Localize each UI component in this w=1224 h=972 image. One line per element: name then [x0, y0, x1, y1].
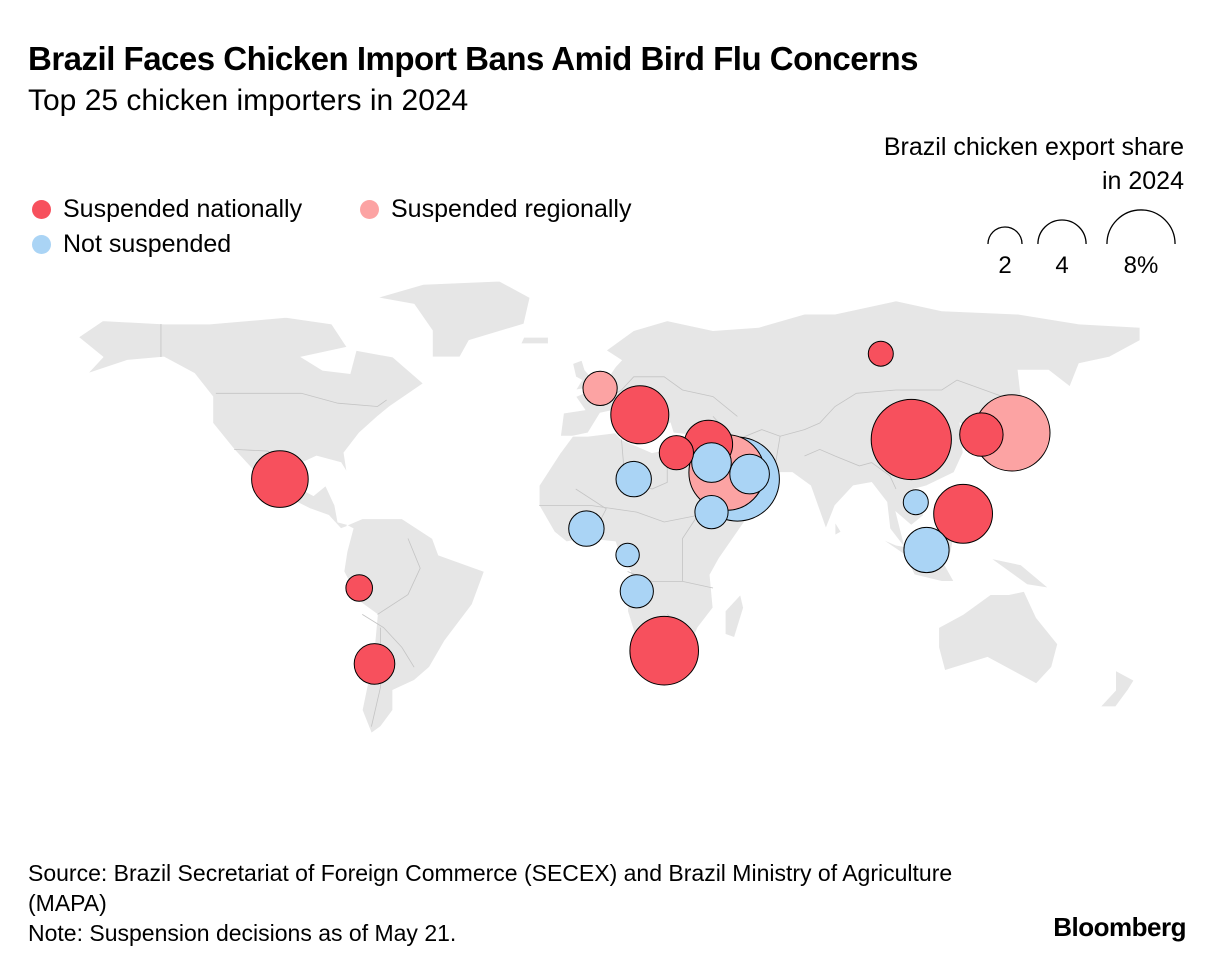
country-border-line — [682, 515, 699, 582]
country-border-line — [539, 505, 698, 523]
land-new-zealand — [1099, 669, 1135, 708]
size-legend-arc-4 — [1037, 219, 1087, 245]
land-sri-lanka — [834, 520, 842, 536]
size-legend-arc-2 — [987, 226, 1023, 245]
importer-bubble-national — [353, 643, 396, 685]
land-new-guinea — [990, 557, 1050, 589]
footer: Source: Brazil Secretariat of Foreign Co… — [28, 858, 988, 948]
importer-bubble-none — [568, 510, 605, 547]
size-legend-title: Brazil chicken export share in 2024 — [764, 130, 1184, 198]
importer-bubble-national — [933, 483, 993, 544]
legend-item-regional: Suspended regionally — [360, 195, 631, 224]
legend-label-national: Suspended nationally — [63, 195, 303, 223]
note-text: Note: Suspension decisions as of May 21. — [28, 920, 457, 946]
legend-item-national: Suspended nationally — [32, 195, 302, 224]
land-greenland — [377, 280, 531, 358]
importer-bubble-none — [615, 542, 640, 568]
legend-swatch-not-suspended — [32, 235, 51, 254]
importer-bubble-regional — [582, 370, 618, 406]
land-north-america — [77, 316, 424, 530]
importer-bubble-national — [870, 398, 952, 481]
importer-bubble-none — [903, 526, 950, 574]
country-border-line — [362, 614, 415, 668]
importer-bubble-none — [691, 442, 732, 483]
importer-bubble-national — [658, 435, 695, 471]
importer-bubble-none — [615, 460, 652, 498]
importer-bubble-none — [619, 574, 654, 609]
size-label-8: 8% — [1123, 252, 1159, 279]
chart-subtitle: Top 25 chicken importers in 2024 — [28, 84, 469, 117]
country-border-line — [606, 376, 738, 417]
importer-bubble-none — [729, 453, 770, 495]
legend-swatch-national — [32, 200, 51, 219]
importer-bubble-national — [867, 340, 894, 367]
size-legend-arcs — [987, 209, 1176, 245]
country-border-line — [215, 392, 387, 407]
size-legend-title-line1: Brazil chicken export share — [883, 133, 1184, 161]
size-legend-title-line2: in 2024 — [1101, 167, 1184, 195]
country-border-line — [804, 448, 897, 490]
land-madagascar — [724, 593, 744, 639]
importer-bubble-national — [345, 574, 374, 602]
legend-item-not-suspended: Not suspended — [32, 230, 231, 259]
importer-bubble-national — [610, 385, 670, 445]
country-border-line — [621, 439, 668, 490]
chart-title: Brazil Faces Chicken Import Bans Amid Bi… — [28, 40, 918, 77]
legend-label-regional: Suspended regionally — [391, 195, 632, 223]
importer-bubble-national — [629, 615, 700, 686]
size-label-2: 2 — [998, 252, 1012, 279]
land-iceland — [520, 336, 549, 345]
legend-swatch-regional — [360, 200, 379, 219]
land-australia — [938, 590, 1059, 685]
bubble-layer — [251, 340, 1051, 686]
size-legend-arc-8 — [1106, 209, 1176, 245]
importer-bubble-none — [902, 489, 929, 516]
importer-bubble-national — [251, 450, 309, 508]
bloomberg-logo: Bloomberg — [1053, 912, 1186, 942]
land-south-america — [343, 518, 485, 734]
country-border-line — [377, 538, 421, 615]
legend-label-not-suspended: Not suspended — [63, 230, 232, 258]
importer-bubble-national — [959, 412, 1004, 457]
importer-bubble-none — [694, 494, 729, 530]
size-label-4: 4 — [1055, 252, 1069, 279]
source-text: Source: Brazil Secretariat of Foreign Co… — [28, 860, 953, 916]
